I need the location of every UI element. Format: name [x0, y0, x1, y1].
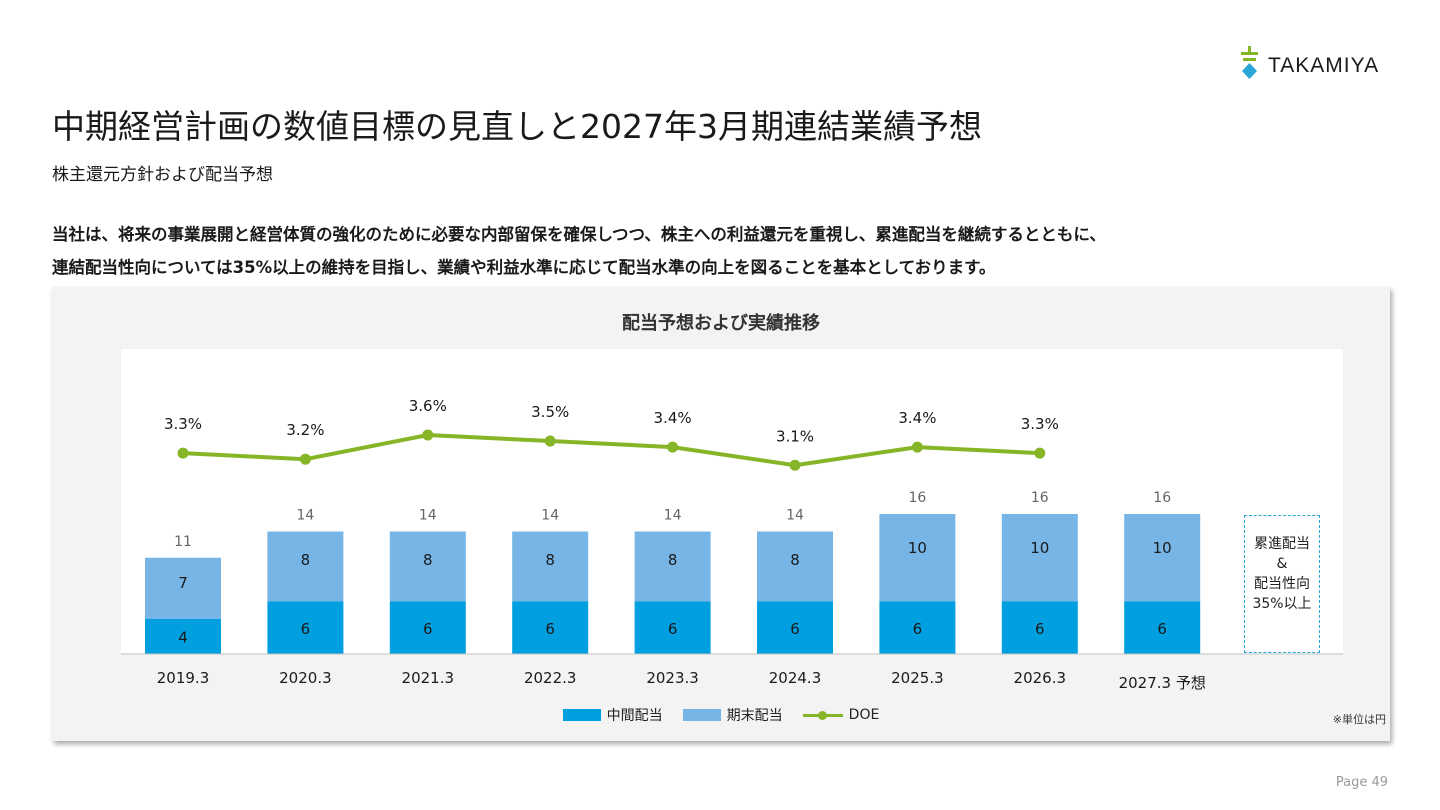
note-line-4: 35%以上	[1252, 596, 1312, 612]
legend-item-doe: DOE	[802, 705, 880, 725]
doe-point	[177, 447, 189, 459]
doe-label: 3.6%	[409, 397, 447, 415]
dividend-chart-panel: 配当予想および実績推移 4 7 11 2019.3 6 8 14 2020.3 6 8 14 2021…	[52, 287, 1390, 741]
logo-mark-icon	[1241, 46, 1258, 79]
legend-swatch-doe	[802, 709, 843, 721]
x-tick-label: 2027.3 予想	[1119, 674, 1206, 692]
bar-year-end	[389, 531, 466, 602]
doe-label: 3.2%	[286, 421, 324, 439]
bar-label-year-end: 8	[301, 551, 311, 569]
x-tick-label: 2023.3	[646, 669, 699, 687]
policy-note-box: 累進配当 & 配当性向 35%以上	[1244, 515, 1320, 653]
legend-label-interim: 中間配当	[606, 708, 663, 724]
doe-point	[1034, 447, 1046, 459]
bar-label-year-end: 10	[908, 539, 927, 557]
bar-label-interim: 6	[545, 620, 555, 638]
bar-total-label: 14	[664, 508, 682, 524]
doe-label: 3.5%	[531, 403, 569, 421]
bar-interim	[757, 601, 833, 654]
policy-text-line-2: 連結配当性向については35%以上の維持を目指し、業績や利益水準に応じて配当水準の…	[52, 258, 996, 277]
bar-label-interim: 6	[913, 620, 923, 638]
legend-item-interim: 中間配当	[562, 705, 663, 725]
note-line-3: 配当性向	[1254, 576, 1310, 592]
bar-interim	[634, 601, 711, 654]
chart-title: 配当予想および実績推移	[622, 313, 820, 334]
bar-year-end	[757, 531, 833, 602]
bar-year-end	[267, 531, 344, 602]
bar-year-end	[879, 514, 956, 602]
doe-point	[911, 441, 923, 453]
bar-label-interim: 6	[790, 620, 800, 638]
dividend-chart: 4 7 11 2019.3 6 8 14 2020.3 6 8 14 2021.3 6 8 14 2022.3…	[121, 349, 1343, 692]
bar-interim	[879, 601, 956, 654]
doe-point	[667, 441, 679, 453]
bar-interim	[512, 601, 589, 654]
policy-text: 当社は、将来の事業展開と経営体質の強化のために必要な内部留保を確保しつつ、株主へ…	[52, 218, 1106, 284]
bar-label-interim: 6	[1157, 620, 1167, 638]
bar-year-end	[1124, 514, 1201, 602]
doe-label: 3.3%	[1021, 415, 1059, 433]
x-tick-label: 2021.3	[402, 669, 455, 687]
bar-label-interim: 4	[178, 629, 188, 647]
bar-interim	[145, 619, 221, 654]
page-subtitle: 株主還元方針および配当予想	[52, 165, 273, 185]
bar-label-interim: 6	[301, 620, 311, 638]
bar-interim	[1001, 601, 1078, 654]
bar-label-interim: 6	[423, 620, 433, 638]
bar-interim	[389, 601, 466, 654]
x-tick-label: 2020.3	[279, 669, 332, 687]
bar-total-label: 14	[786, 508, 804, 524]
bar-total-label: 16	[1153, 490, 1171, 506]
note-line-1: 累進配当	[1254, 536, 1310, 552]
x-tick-label: 2024.3	[769, 669, 822, 687]
note-line-2: &	[1276, 556, 1288, 572]
legend-label-doe: DOE	[848, 707, 880, 723]
doe-label: 3.4%	[654, 409, 692, 427]
doe-label: 3.1%	[776, 427, 814, 445]
doe-point	[789, 459, 801, 471]
legend-item-year-end: 期末配当	[682, 705, 783, 725]
bar-label-year-end: 10	[1030, 539, 1049, 557]
bar-interim	[1124, 601, 1201, 654]
x-tick-label: 2019.3	[157, 669, 210, 687]
page-title: 中期経営計画の数値目標の見直しと2027年3月期連結業績予想	[52, 107, 982, 146]
legend-label-year-end: 期末配当	[726, 708, 783, 724]
x-tick-label: 2022.3	[524, 669, 577, 687]
bar-label-year-end: 8	[423, 551, 433, 569]
page-number: Page 49	[1335, 775, 1388, 790]
doe-point	[299, 453, 311, 465]
bar-interim	[267, 601, 344, 654]
doe-label: 3.3%	[164, 415, 202, 433]
bar-year-end	[634, 531, 711, 602]
bar-total-label: 14	[419, 508, 437, 524]
bar-total-label: 14	[296, 508, 314, 524]
bar-total-label: 11	[174, 534, 192, 550]
bar-label-year-end: 8	[668, 551, 678, 569]
takamiya-logo: TAKAMIYA	[1238, 46, 1398, 82]
bar-total-label: 16	[1031, 490, 1049, 506]
logo-wordmark: TAKAMIYA	[1268, 54, 1380, 77]
legend-swatch-interim	[562, 709, 601, 721]
bar-label-year-end: 7	[178, 574, 188, 592]
x-tick-label: 2026.3	[1014, 669, 1067, 687]
doe-label: 3.4%	[898, 409, 936, 427]
chart-legend: 中間配当 期末配当 DOE	[52, 705, 1390, 725]
unit-note: ※単位は円	[1332, 713, 1386, 726]
doe-line	[182, 433, 1040, 468]
bar-total-label: 16	[908, 490, 926, 506]
policy-text-line-1: 当社は、将来の事業展開と経営体質の強化のために必要な内部留保を確保しつつ、株主へ…	[52, 225, 1106, 244]
doe-point	[544, 435, 556, 447]
bar-year-end	[145, 557, 221, 619]
bar-label-year-end: 8	[790, 551, 800, 569]
x-tick-label: 2025.3	[891, 669, 944, 687]
bar-year-end	[1001, 514, 1078, 602]
bar-total-label: 14	[541, 508, 559, 524]
bar-label-year-end: 8	[545, 551, 555, 569]
bar-label-year-end: 10	[1153, 539, 1172, 557]
bar-label-interim: 6	[668, 620, 678, 638]
bar-year-end	[512, 531, 589, 602]
doe-point	[422, 429, 434, 441]
legend-swatch-year-end	[682, 709, 721, 721]
bar-label-interim: 6	[1035, 620, 1045, 638]
